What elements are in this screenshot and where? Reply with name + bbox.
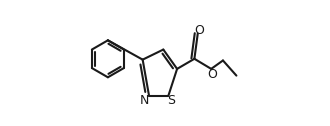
Text: O: O bbox=[194, 24, 204, 37]
Text: S: S bbox=[167, 94, 175, 107]
Text: O: O bbox=[207, 68, 217, 81]
Text: N: N bbox=[140, 94, 149, 107]
